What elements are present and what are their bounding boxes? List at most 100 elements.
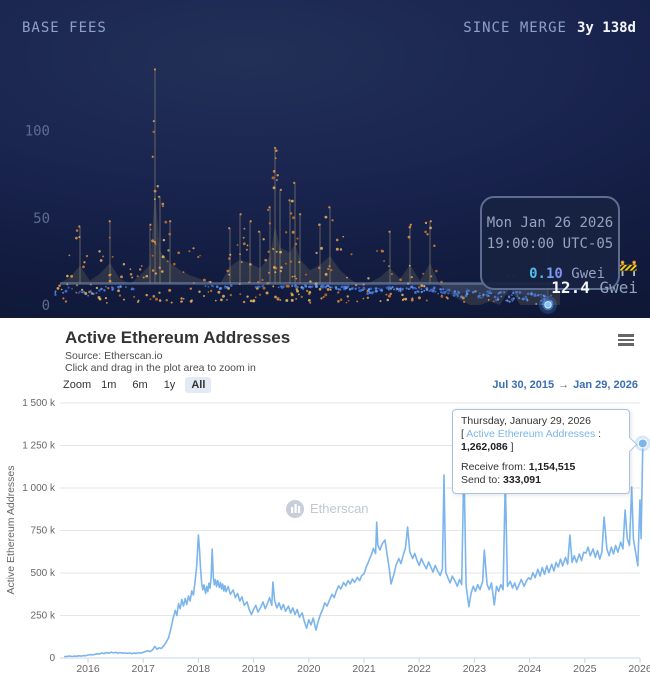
scatter-dot-below xyxy=(499,291,502,294)
scatter-dot-below xyxy=(540,296,543,299)
y-axis-label: 0 xyxy=(42,298,50,314)
active-addresses-plot-area[interactable]: 0 250 k 500 k 750 k 1 000 k 1 250 k 1 500 k 201… xyxy=(0,318,650,680)
scatter-dot-below xyxy=(550,294,553,297)
chart-source: Source: Etherscan.io xyxy=(65,350,163,362)
x-axis-label: 2016 xyxy=(76,663,100,675)
scatter-dot-above xyxy=(242,242,246,246)
scatter-dot-below xyxy=(482,293,485,297)
scatter-dot-above xyxy=(153,189,157,193)
scatter-dot-below xyxy=(415,287,418,290)
scatter-dot-above xyxy=(120,275,123,279)
scatter-dot-above xyxy=(399,278,402,281)
scatter-dot-above xyxy=(75,229,79,232)
scatter-dot-below xyxy=(493,295,497,299)
date-range-from[interactable]: Jul 30, 2015 xyxy=(492,379,555,391)
scatter-dot-below xyxy=(512,297,515,300)
scatter-dot-above xyxy=(440,294,443,297)
scatter-dot-above xyxy=(379,300,382,303)
scatter-dot-above xyxy=(424,221,428,225)
scatter-dot-above xyxy=(104,296,108,300)
tooltip-series-row: [ Active Ethereum Addresses : 1,262,086 … xyxy=(461,428,602,453)
scatter-dot-below xyxy=(354,287,357,290)
scatter-dot-above xyxy=(329,288,332,291)
scatter-dot-above xyxy=(239,293,242,295)
scatter-dot-below xyxy=(307,286,310,288)
scatter-dot-above xyxy=(82,265,85,269)
scatter-dot-below xyxy=(425,288,429,291)
tooltip-value-row: 0.10 Gwei xyxy=(482,264,618,285)
zoom-button-1y[interactable]: 1y xyxy=(163,379,176,391)
scatter-dot-above xyxy=(279,188,283,191)
scatter-dot-below xyxy=(428,289,431,293)
scatter-dot-above xyxy=(199,254,201,257)
zoom-button-6m[interactable]: 6m xyxy=(132,379,148,391)
barrier-icon: 🚧 xyxy=(619,260,638,277)
x-axis-label: 2020 xyxy=(297,663,321,675)
base-fees-plot-area[interactable]: 0 50 100 xyxy=(0,0,650,318)
scatter-dot-above xyxy=(62,297,65,300)
scatter-dot-above xyxy=(285,298,289,302)
scatter-dot-above xyxy=(292,216,295,220)
scatter-dot-below xyxy=(478,292,481,295)
scatter-dot-above xyxy=(221,294,225,298)
scatter-dot-above xyxy=(190,299,193,302)
scatter-dot-above xyxy=(387,294,391,298)
x-axis-label: 2017 xyxy=(132,663,156,675)
scatter-dot-above xyxy=(335,238,339,242)
scatter-dot-above xyxy=(346,276,348,279)
scatter-dot-below xyxy=(396,287,399,290)
scatter-dot-below xyxy=(212,285,215,288)
menu-icon[interactable] xyxy=(618,334,634,346)
scatter-dot-above xyxy=(410,276,413,279)
scatter-dot-above xyxy=(279,299,282,302)
zoom-button-1m[interactable]: 1m xyxy=(101,379,117,391)
scatter-dot-above xyxy=(78,225,81,228)
zoom-button-all[interactable]: All xyxy=(185,377,212,393)
tooltip-send-row: Send to: 333,091 xyxy=(461,474,541,486)
scatter-dot-above xyxy=(347,299,350,302)
scatter-dot-below xyxy=(358,286,361,289)
scatter-dot-below xyxy=(277,286,280,289)
date-range-to[interactable]: Jan 29, 2026 xyxy=(573,379,638,391)
scatter-dot-above xyxy=(417,296,421,300)
scatter-dot-above xyxy=(293,181,296,184)
scatter-dot-below xyxy=(474,290,477,293)
y-axis-label: 0 xyxy=(49,653,55,664)
scatter-dot-above xyxy=(243,227,246,230)
scatter-dot-above xyxy=(317,223,321,226)
scatter-dot-above xyxy=(280,266,283,269)
scatter-dot-above xyxy=(463,300,466,303)
scatter-dot-below xyxy=(530,293,533,296)
scatter-dot-above xyxy=(242,300,246,304)
scatter-dot-below xyxy=(132,287,135,291)
scatter-dot-above xyxy=(208,280,210,283)
scatter-dot-above xyxy=(151,155,154,158)
scatter-dot-above xyxy=(322,295,325,299)
scatter-dot-above xyxy=(258,293,261,296)
scatter-dot-above xyxy=(429,226,432,230)
scatter-dot-above xyxy=(314,282,318,286)
scatter-dot-above xyxy=(192,247,195,250)
scatter-dot-above xyxy=(136,275,139,278)
scatter-dot-below xyxy=(405,287,408,290)
tooltip-unit: Gwei xyxy=(571,266,605,282)
scatter-dot-above xyxy=(161,202,165,206)
scatter-dot-above xyxy=(429,220,432,223)
since-merge-group: SINCE MERGE 3y 138d xyxy=(463,20,636,36)
since-merge-value[interactable]: 3y 138d xyxy=(576,20,636,36)
scatter-dot-above xyxy=(320,297,323,300)
watermark-text: Etherscan xyxy=(310,501,369,516)
scatter-dot-below xyxy=(537,293,540,297)
scatter-dot-above xyxy=(149,298,152,301)
scatter-dot-below xyxy=(77,292,80,294)
scatter-dot-above xyxy=(249,263,252,266)
scatter-dot-below xyxy=(415,292,417,294)
scatter-dot-above xyxy=(145,293,148,297)
scatter-dot-below xyxy=(105,285,107,288)
scatter-dot-below xyxy=(446,288,450,292)
scatter-dot-above xyxy=(248,281,251,284)
scatter-dot-above xyxy=(420,284,424,288)
scatter-dot-above xyxy=(385,293,388,296)
scatter-dot-above xyxy=(80,288,84,292)
scatter-dot-above xyxy=(296,289,299,293)
